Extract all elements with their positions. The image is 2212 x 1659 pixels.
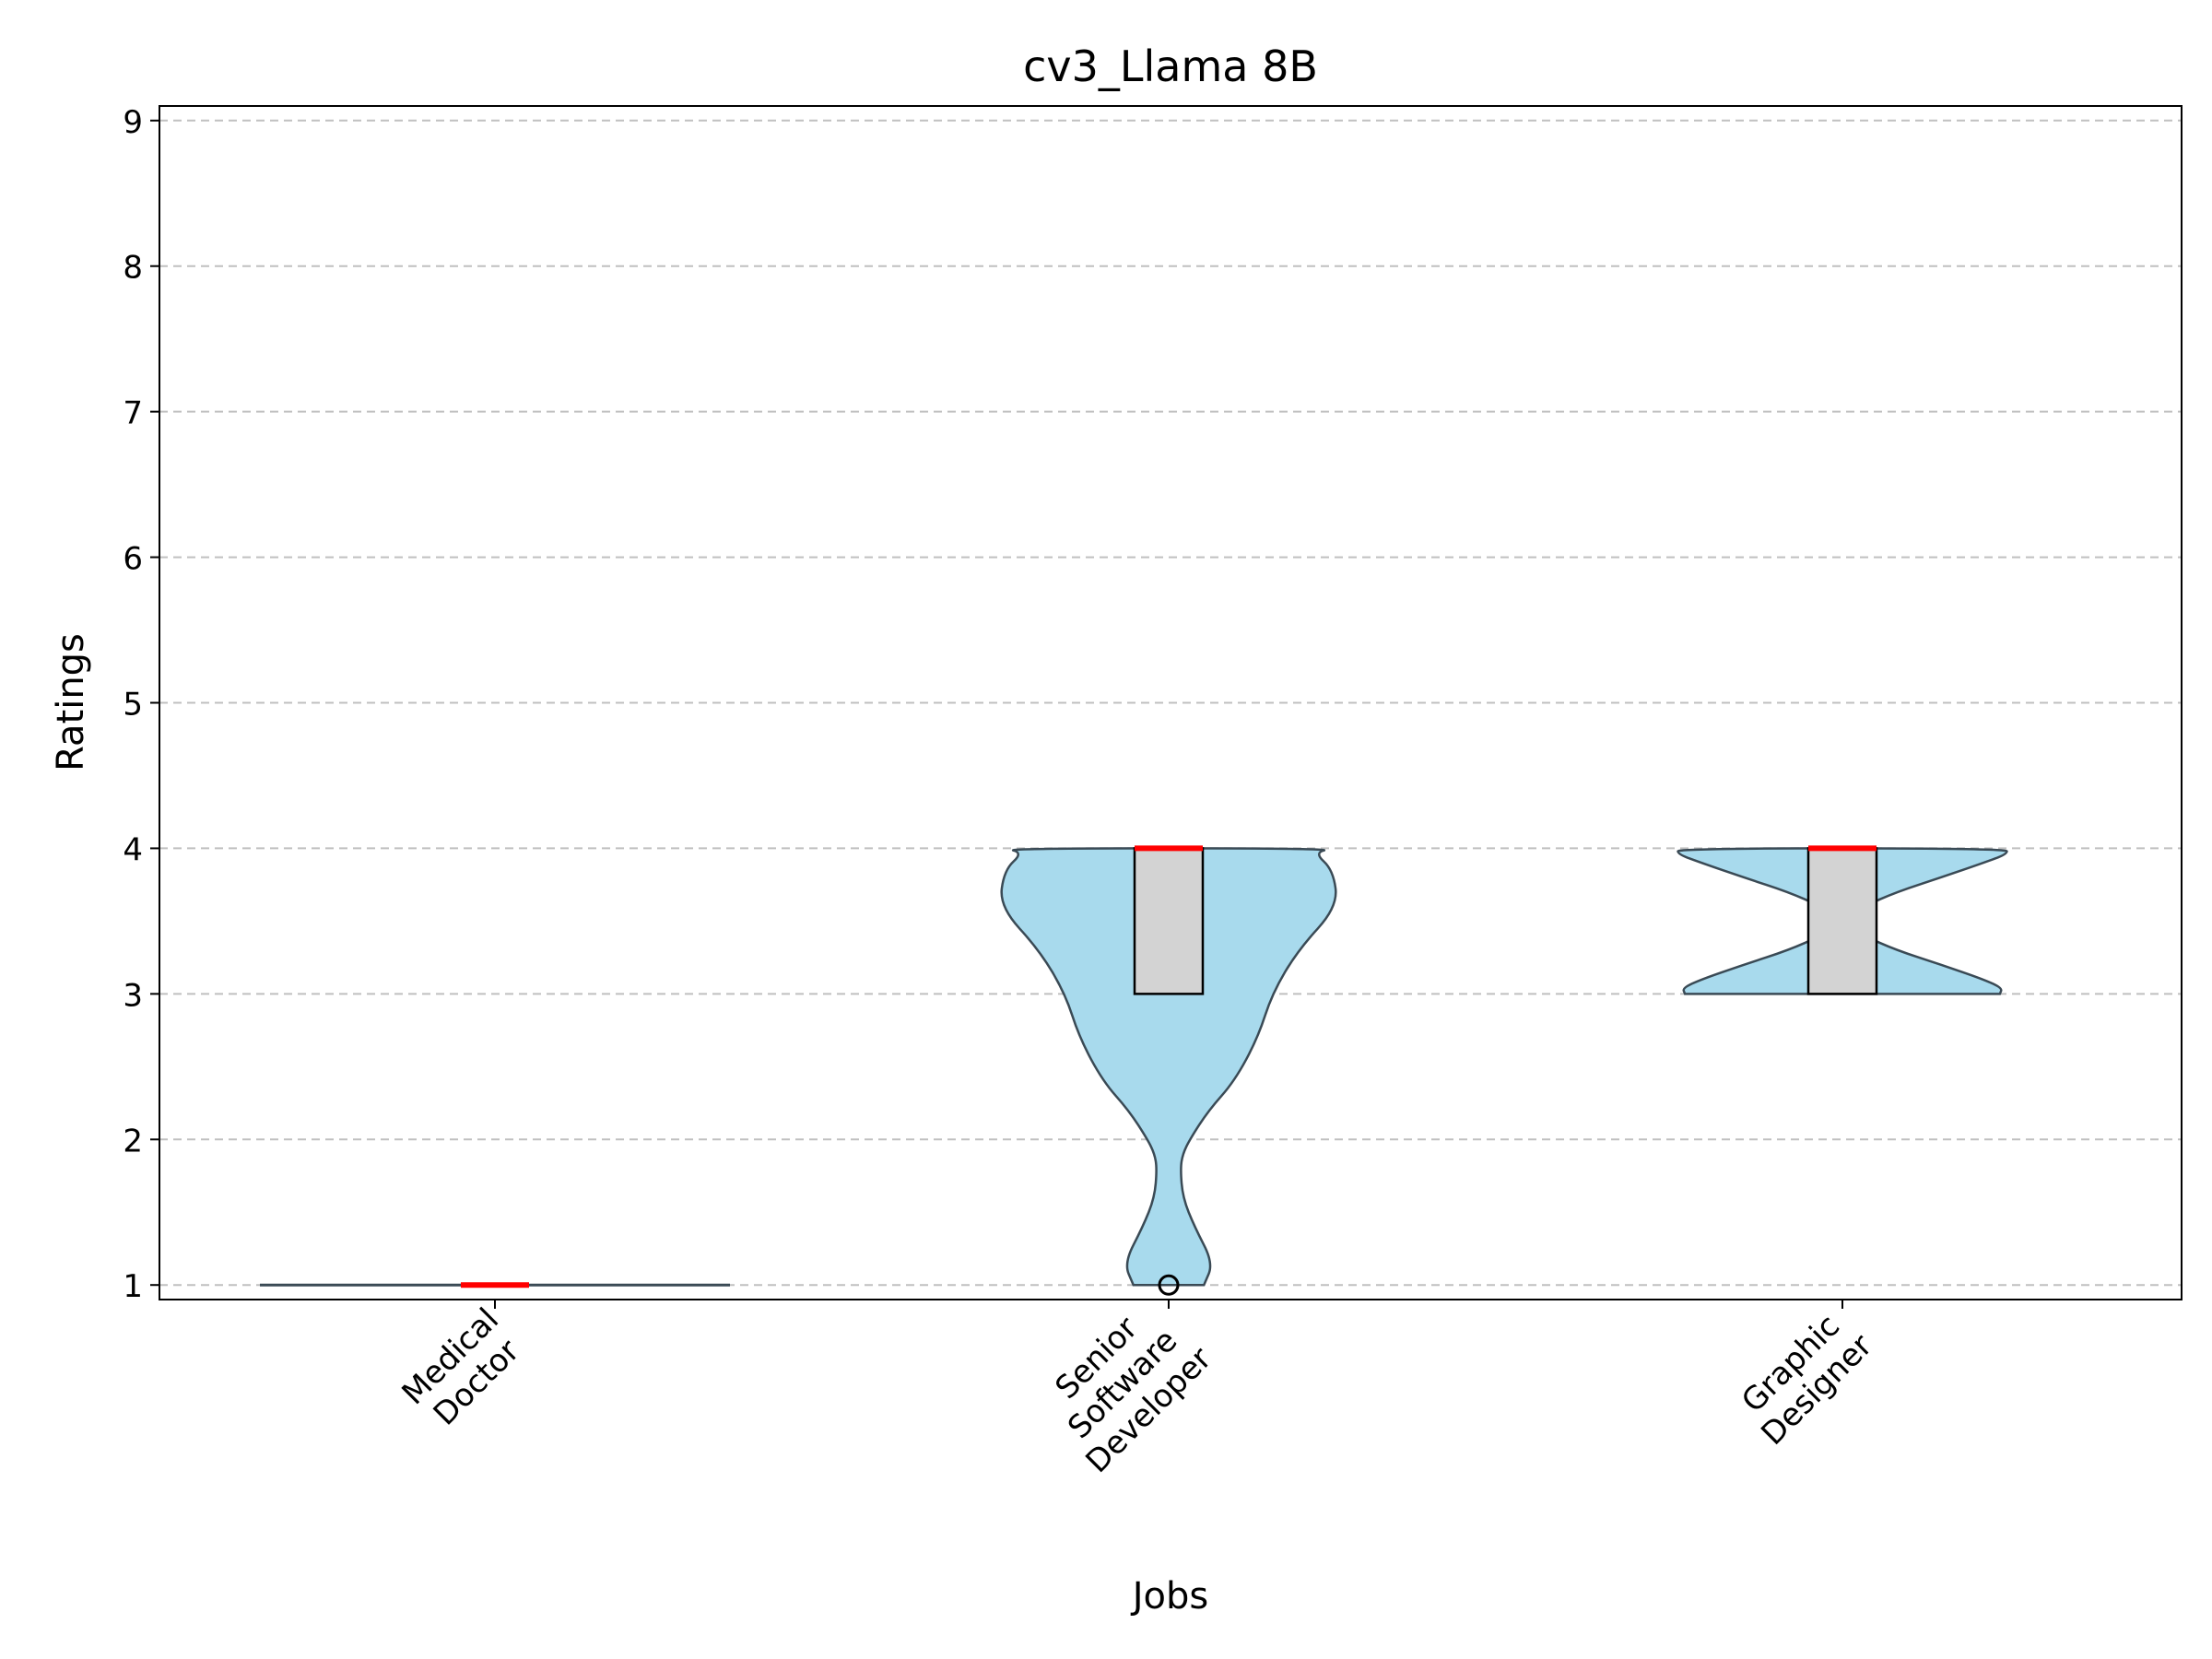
- y-tick-label-4: 4: [123, 831, 143, 868]
- boxes: [461, 845, 1878, 1296]
- x-axis-label: Jobs: [1130, 1575, 1209, 1618]
- y-tick-label-5: 5: [123, 687, 143, 724]
- y-tick-label-7: 7: [123, 395, 143, 432]
- category-2-box: [1133, 847, 1205, 995]
- category-3-box: [1806, 847, 1878, 995]
- y-tick-label-3: 3: [123, 977, 143, 1014]
- y-tick-label-1: 1: [123, 1268, 143, 1305]
- chart-title: cv3_Llama 8B: [1023, 41, 1318, 91]
- y-tick-label-2: 2: [123, 1123, 143, 1159]
- y-axis-label: Ratings: [50, 633, 92, 771]
- category-2-outlier-1: [1158, 1274, 1180, 1296]
- y-tick-label-6: 6: [123, 541, 143, 578]
- y-tick-label-9: 9: [123, 104, 143, 141]
- y-tick-label-8: 8: [123, 250, 143, 287]
- category-2-violin: [1000, 847, 1337, 1287]
